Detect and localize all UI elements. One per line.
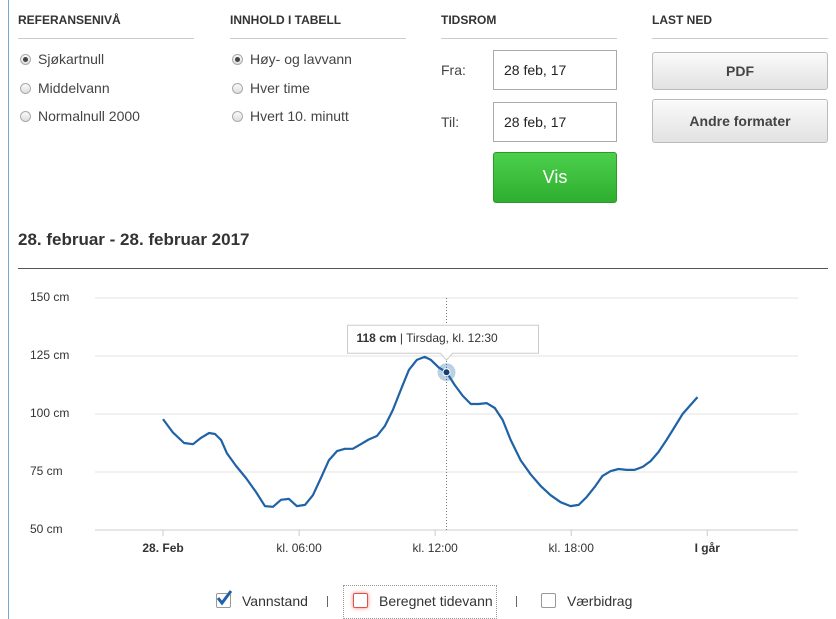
legend-label: Vannstand <box>242 593 308 609</box>
radio-label: Høy- og lavvann <box>250 51 352 67</box>
legend-label: Beregnet tidevann <box>379 593 493 609</box>
radio-label: Hver time <box>250 79 310 96</box>
x-tick-label: I går <box>695 541 721 555</box>
y-tick-label: 75 cm <box>30 464 63 478</box>
radio-label: Middelvann <box>38 79 110 96</box>
radio-label: Normalnull 2000 <box>38 108 140 124</box>
y-tick-label: 125 cm <box>30 348 69 362</box>
plot: 50 cm 75 cm 100 cm 125 cm 150 cm 28. Feb kl. 0… <box>30 290 798 555</box>
header-rule <box>441 38 617 39</box>
tooltip-detail: | Tirsdag, kl. 12:30 <box>397 331 498 345</box>
series-line <box>162 355 699 508</box>
radio[interactable] <box>20 54 31 65</box>
x-tick-label: kl. 06:00 <box>276 541 322 555</box>
column-header: TIDSROM <box>441 13 497 27</box>
from-input[interactable]: 28 feb, 17 <box>493 50 617 90</box>
column-header: LAST NED <box>652 13 712 27</box>
radio-label: Sjøkartnull <box>38 51 105 67</box>
submit-button[interactable]: Vis <box>493 152 617 203</box>
heading: 28. februar - 28. februar 2017 <box>18 230 250 249</box>
y-tick-label: 50 cm <box>30 522 63 536</box>
y-tick-label: 100 cm <box>30 406 69 420</box>
radio[interactable] <box>232 111 243 122</box>
radio[interactable] <box>232 54 243 65</box>
x-tick-label: 28. Feb <box>142 541 183 555</box>
tooltip-value: 118 cm <box>357 331 397 345</box>
header-rule <box>652 38 828 39</box>
x-tick-label: kl. 18:00 <box>549 541 595 555</box>
hover-point <box>442 368 451 377</box>
column-header: REFERANSENIVÅ <box>18 13 121 27</box>
to-label: Til: <box>441 114 460 130</box>
column-header: INNHOLD I TABELL <box>230 13 342 27</box>
legend-separator <box>516 596 517 607</box>
radio-label: Hvert 10. minutt <box>250 108 349 124</box>
radio[interactable] <box>232 82 243 94</box>
heading-rule <box>18 268 828 269</box>
legend-label: Værbidrag <box>567 593 633 609</box>
tooltip: 118 cm | Tirsdag, kl. 12:30 <box>357 331 499 345</box>
x-tick-label: kl. 12:00 <box>412 541 458 555</box>
from-label: Fra: <box>441 62 466 78</box>
header-rule <box>230 38 406 39</box>
radio[interactable] <box>20 82 31 94</box>
formats-button[interactable]: Andre formater <box>652 99 828 143</box>
legend-checkbox[interactable] <box>541 593 556 608</box>
legend-checkbox[interactable] <box>216 590 232 608</box>
radio[interactable] <box>20 111 31 122</box>
check-mark <box>216 590 232 606</box>
legend-checkbox[interactable] <box>353 593 368 608</box>
chart: 50 cm 75 cm 100 cm 125 cm 150 cm 28. Feb kl. 0… <box>30 290 798 555</box>
legend-separator <box>327 596 328 607</box>
tooltip-box <box>347 324 539 362</box>
frame-left <box>8 0 9 619</box>
header-rule <box>18 38 194 39</box>
y-tick-label: 150 cm <box>30 290 69 304</box>
pdf-button[interactable]: PDF <box>652 52 828 90</box>
to-input[interactable]: 28 feb, 17 <box>493 102 617 142</box>
